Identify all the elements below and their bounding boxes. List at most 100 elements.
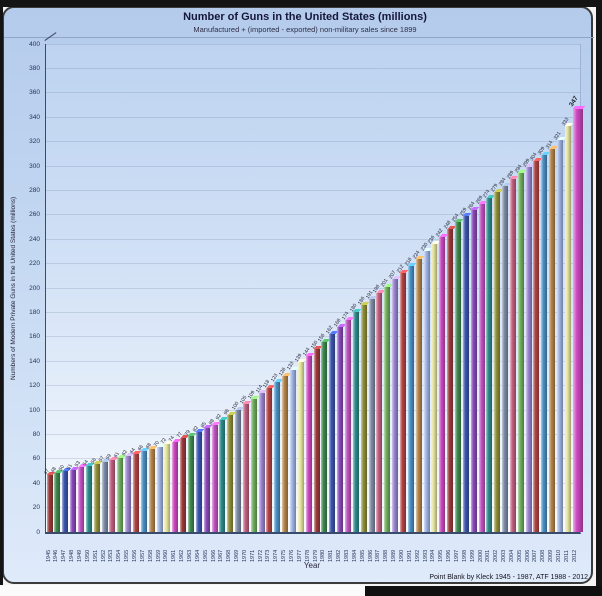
bar-shading	[549, 148, 556, 532]
bar-1982	[337, 324, 347, 532]
bar-front-face	[297, 362, 304, 532]
y-tick-label: 300	[29, 162, 40, 170]
bar-shading	[368, 298, 375, 532]
y-tick-label: 180	[29, 308, 40, 316]
bar-shading	[227, 414, 234, 532]
bar-front-face	[250, 399, 257, 532]
gridline	[46, 238, 580, 240]
bar-shading	[462, 216, 469, 532]
bar-1986	[368, 295, 378, 532]
bar-1973	[266, 385, 276, 532]
bar-front-face	[211, 424, 218, 532]
bar-shading	[164, 444, 171, 532]
bar-shading	[203, 428, 210, 532]
chart-subtitle: Manufactured + (imported - exported) non…	[193, 25, 417, 34]
bar-shading	[486, 197, 493, 532]
bar-front-face	[305, 356, 312, 532]
bar-front-face	[227, 414, 234, 532]
gridline	[46, 409, 580, 411]
bar-1965	[203, 425, 213, 532]
x-tick-label: 1984	[351, 549, 358, 562]
bar-shading	[266, 388, 273, 532]
gridline	[46, 458, 580, 460]
y-tick-label: 200	[29, 284, 40, 292]
x-tick-label: 2010	[556, 549, 563, 562]
bar-shading	[533, 161, 540, 532]
gridline	[46, 287, 580, 289]
x-tick-label: 1963	[186, 549, 193, 562]
bar-1963	[187, 432, 197, 532]
bar-front-face	[502, 185, 509, 532]
bar-front-face	[164, 444, 171, 532]
y-tick-label: 160	[29, 333, 40, 341]
source-note: Point Blank by Kleck 1945 - 1987, ATF 19…	[429, 574, 588, 581]
x-tick-label: 1969	[234, 549, 241, 562]
bar-shading	[376, 292, 383, 532]
bar-shading	[101, 462, 108, 532]
bar-1991	[407, 263, 417, 532]
bar-front-face	[478, 203, 485, 532]
bar-1951	[93, 460, 103, 532]
gridline	[46, 360, 580, 362]
y-tick-label: 0	[36, 528, 40, 536]
bar-1998	[462, 213, 472, 532]
bar-shading	[407, 266, 414, 532]
bar-shading	[345, 319, 351, 532]
frame-left-border	[0, 0, 3, 596]
bar-1984	[352, 309, 362, 532]
bar-1995	[439, 233, 449, 532]
bar-2002	[494, 188, 504, 532]
bar-front-face	[78, 467, 84, 532]
bar-shading	[187, 435, 194, 532]
gridline	[46, 336, 580, 338]
x-tick-label: 2011	[563, 550, 570, 562]
bar-front-face	[470, 209, 477, 532]
bar-shading	[219, 419, 226, 532]
bar-shading	[423, 251, 430, 532]
bar-shading	[274, 381, 281, 532]
bar-front-face	[235, 410, 242, 532]
bar-shading	[109, 460, 116, 532]
frame-right-border	[596, 0, 602, 596]
bar-shading	[337, 327, 344, 532]
bar-1964	[195, 428, 205, 532]
x-tick-label: 1990	[398, 549, 405, 562]
bar-1985	[360, 302, 370, 532]
bar-shading	[62, 471, 69, 532]
bar-1971	[250, 396, 260, 532]
bar-1980	[321, 338, 331, 532]
x-tick-label: 2002	[493, 549, 500, 562]
bar-shading	[431, 244, 438, 532]
bar-shading	[447, 229, 454, 532]
bar-shading	[258, 392, 265, 532]
frame-top-border	[0, 0, 602, 7]
x-tick-label: 1998	[461, 549, 468, 562]
gridline	[46, 116, 580, 118]
bar-front-face	[258, 392, 265, 532]
x-tick-label: 2003	[501, 549, 508, 562]
bar-front-face	[368, 298, 375, 532]
bar-front-face	[219, 419, 226, 532]
bar-shading	[46, 474, 53, 532]
x-tick-label: 1983	[344, 549, 350, 562]
bar-shading	[360, 305, 367, 532]
y-tick-label: 120	[29, 382, 40, 390]
x-tick-label: 1975	[281, 549, 288, 562]
chart-title: Number of Guns in the United States (mil…	[183, 11, 427, 23]
x-tick-label: 2009	[548, 549, 555, 562]
y-tick-label: 40	[32, 479, 40, 487]
bar-front-face	[564, 125, 571, 532]
y-tick-label: 60	[32, 455, 40, 463]
bar-2004	[509, 176, 519, 532]
bar-1946	[54, 470, 64, 532]
bar-front-face	[109, 460, 116, 532]
bar-shading	[148, 449, 155, 532]
bar-2000	[478, 200, 488, 532]
bar-1996	[447, 226, 456, 532]
x-tick-label: 1991	[406, 549, 413, 562]
bar-shading	[541, 155, 548, 532]
frame-bottom-light-strip	[0, 585, 365, 596]
bar-1949	[78, 464, 87, 532]
bar-shading	[415, 258, 422, 532]
bar-shading	[305, 356, 312, 532]
